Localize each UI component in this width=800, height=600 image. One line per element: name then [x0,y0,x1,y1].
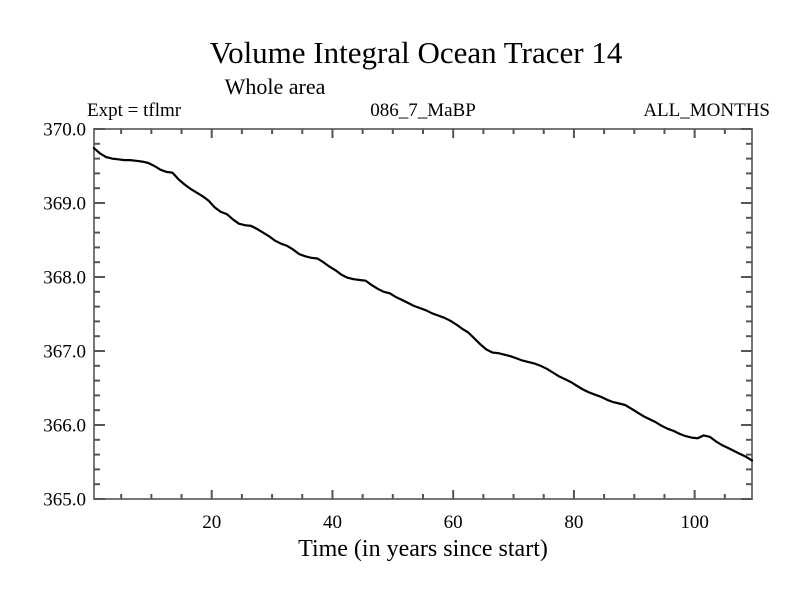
y-tick-label: 366.0 [43,416,86,437]
x-tick-label: 80 [564,512,583,533]
y-tick-label: 369.0 [43,194,86,215]
x-axis-title: Time (in years since start) [298,536,548,562]
data-line [92,147,754,462]
x-tick-label: 40 [323,512,342,533]
months-label: ALL_MONTHS [643,100,770,121]
dataset-label: 086_7_MaBP [370,100,476,121]
x-tick-label: 20 [202,512,221,533]
x-tick-label: 100 [680,512,709,533]
x-tick-label: 60 [444,512,463,533]
y-tick-label: 368.0 [43,268,86,289]
chart-title: Volume Integral Ocean Tracer 14 [209,35,623,70]
chart-subtitle: Whole area [224,74,326,99]
plot-frame [93,128,753,500]
y-tick-label: 365.0 [43,490,86,511]
y-tick-label: 367.0 [43,342,86,363]
y-tick-label: 370.0 [43,120,86,141]
experiment-label: Expt = tflmr [87,100,182,121]
